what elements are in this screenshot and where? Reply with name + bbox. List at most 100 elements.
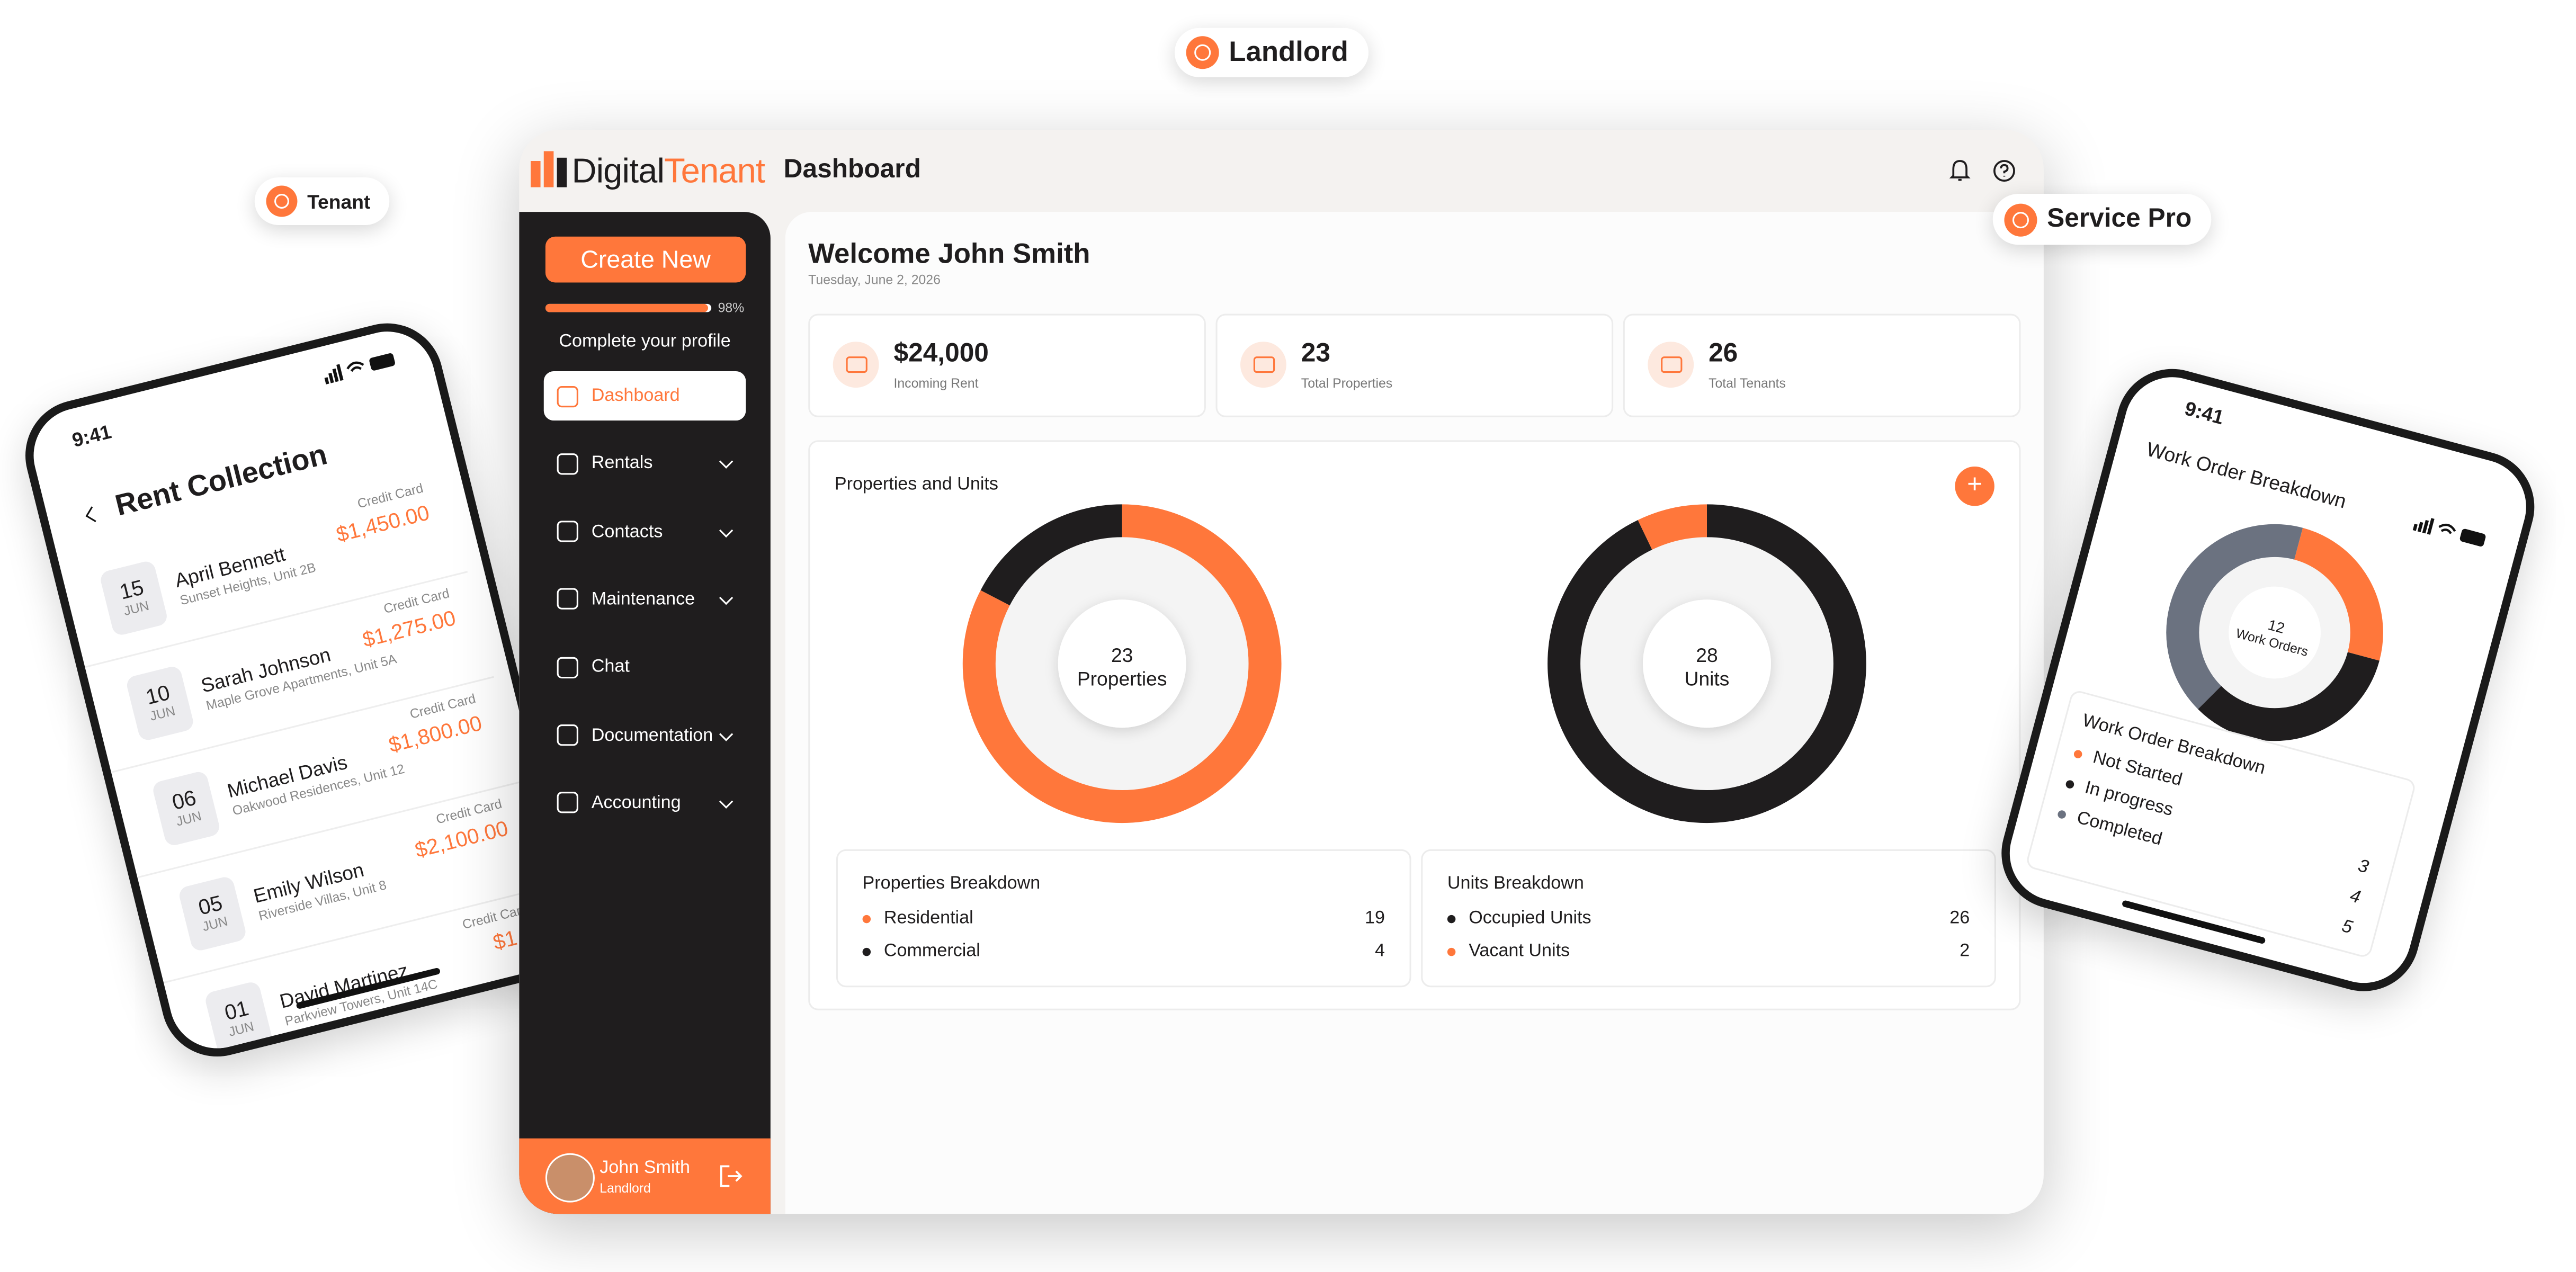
brand-tenant: Tenant [664,153,765,191]
badge-icon [2004,203,2037,236]
donut-center [1643,599,1771,728]
item-label: Residential [883,908,973,928]
breakdown-title: Properties Breakdown [862,874,1041,894]
item-value: 26 [1949,908,1970,928]
legend-dot [2073,749,2083,759]
nav-icon [557,453,578,474]
stat-icon [1648,342,1694,388]
pay-amount: $2,100.00 [412,816,511,863]
item-label: Commercial [883,941,980,961]
user-footer: John Smith Landlord [519,1138,771,1214]
nav-label: Accounting [591,793,681,813]
nav-item[interactable]: Rentals [544,439,746,488]
center-label: Properties [1077,668,1167,690]
landlord-badge: Landlord [1174,28,1368,77]
tenant-phone: 9:41 Rent Collection 15 JUN April Bennett S… [13,311,591,1069]
date-box: 01 JUN [203,980,274,1058]
stat-card: 23 Total Properties [1215,313,1614,417]
stat-card: 26 Total Tenants [1623,313,2021,417]
badge-icon [266,185,298,217]
legend-dot [1447,947,1456,956]
properties-panel: Properties and Units + 23 Properties 28 Uni… [808,440,2021,1010]
nav-icon [557,385,578,407]
item-label: Vacant Units [1469,941,1570,961]
stat-value: 26 [1709,340,1738,368]
nav-chevron [719,455,734,469]
item-value: 4 [1374,941,1385,961]
logout-icon[interactable] [720,1164,743,1187]
brand-logo [530,151,567,187]
donut-segment [1548,504,1866,823]
nav-item[interactable]: Contacts [544,507,746,556]
stat-value: $24,000 [893,340,989,368]
dashboard-window: DigitalTenant Dashboard Create New 98% C… [519,130,2044,1214]
nav-item[interactable]: Documentation [544,711,746,760]
sidebar: Create New 98% Complete your profile Das… [519,212,771,1214]
center-value: 12 [2266,616,2286,637]
nav-item[interactable]: Accounting [544,778,746,828]
user-role: Landlord [600,1181,651,1196]
back-button[interactable] [85,506,102,523]
welcome: Welcome John Smith [808,238,1090,270]
stat-icon-glyph [1253,356,1275,373]
stat-value: 23 [1301,340,1330,368]
breakdown-card: Units Breakdown Occupied Units 26 Vacant Un… [1421,849,1996,988]
nav-item[interactable]: Dashboard [543,371,746,421]
nav-item[interactable]: Chat [544,642,746,692]
profile-prompt[interactable]: Complete your profile [559,332,731,352]
legend-dot [862,915,871,924]
donut-segment [962,504,1282,823]
nav-label: Contacts [591,522,663,542]
legend-dot [2056,809,2067,820]
item-label: Occupied Units [1469,908,1591,928]
stat-icon [1240,342,1286,388]
tenant-badge: Tenant [254,177,390,225]
donut-segment [2166,524,2383,741]
legend-dot [2064,779,2075,790]
stat-card: $24,000 Incoming Rent [808,313,1206,417]
center-value: 28 [1696,644,1718,666]
nav-label: Chat [591,657,630,677]
nav-item[interactable]: Maintenance [544,575,746,624]
date: Tuesday, June 2, 2026 [808,272,941,288]
create-new-button[interactable]: Create New [545,236,746,283]
progress-fill [545,303,708,312]
stat-label: Total Tenants [1709,376,1786,391]
pay-amount: $1,800.00 [386,710,485,757]
date-box: 10 JUN [124,665,195,742]
payment-list: 15 JUN April Bennett Sunset Heights, Unit 2… [58,465,576,1069]
progress-track [545,303,712,312]
item-value: 4 [2347,886,2363,908]
legend-dot [1447,915,1456,924]
item-value: 19 [1364,908,1385,928]
stat-label: Total Properties [1301,376,1393,391]
nav-label: Dashboard [591,386,680,406]
status-icons [2412,518,2486,547]
badge-label: Service Pro [2047,204,2192,232]
nav-icon [557,521,578,542]
nav-chevron [719,523,734,537]
nav-chevron [719,726,734,741]
stat-icon [833,342,879,388]
donut-center [1058,599,1186,728]
add-button[interactable]: + [1955,466,1994,506]
badge-label: Landlord [1229,36,1348,68]
pay-amount: $1,275.00 [360,605,459,652]
status-time: 9:41 [69,420,114,452]
avatar [545,1153,595,1203]
nav-label: Rentals [591,454,653,474]
legend-dot [862,947,871,956]
status-icons [324,353,395,384]
page-title: Dashboard [783,156,921,184]
user-name: John Smith [600,1158,690,1178]
nav-chevron [719,794,734,809]
badge-label: Tenant [307,190,371,213]
date-box: 05 JUN [177,875,248,953]
header-icons[interactable] [1948,159,2020,182]
badge-icon [1186,36,1219,69]
pay-amount: $1,450.00 [334,500,432,547]
center-value: 23 [1111,644,1133,666]
